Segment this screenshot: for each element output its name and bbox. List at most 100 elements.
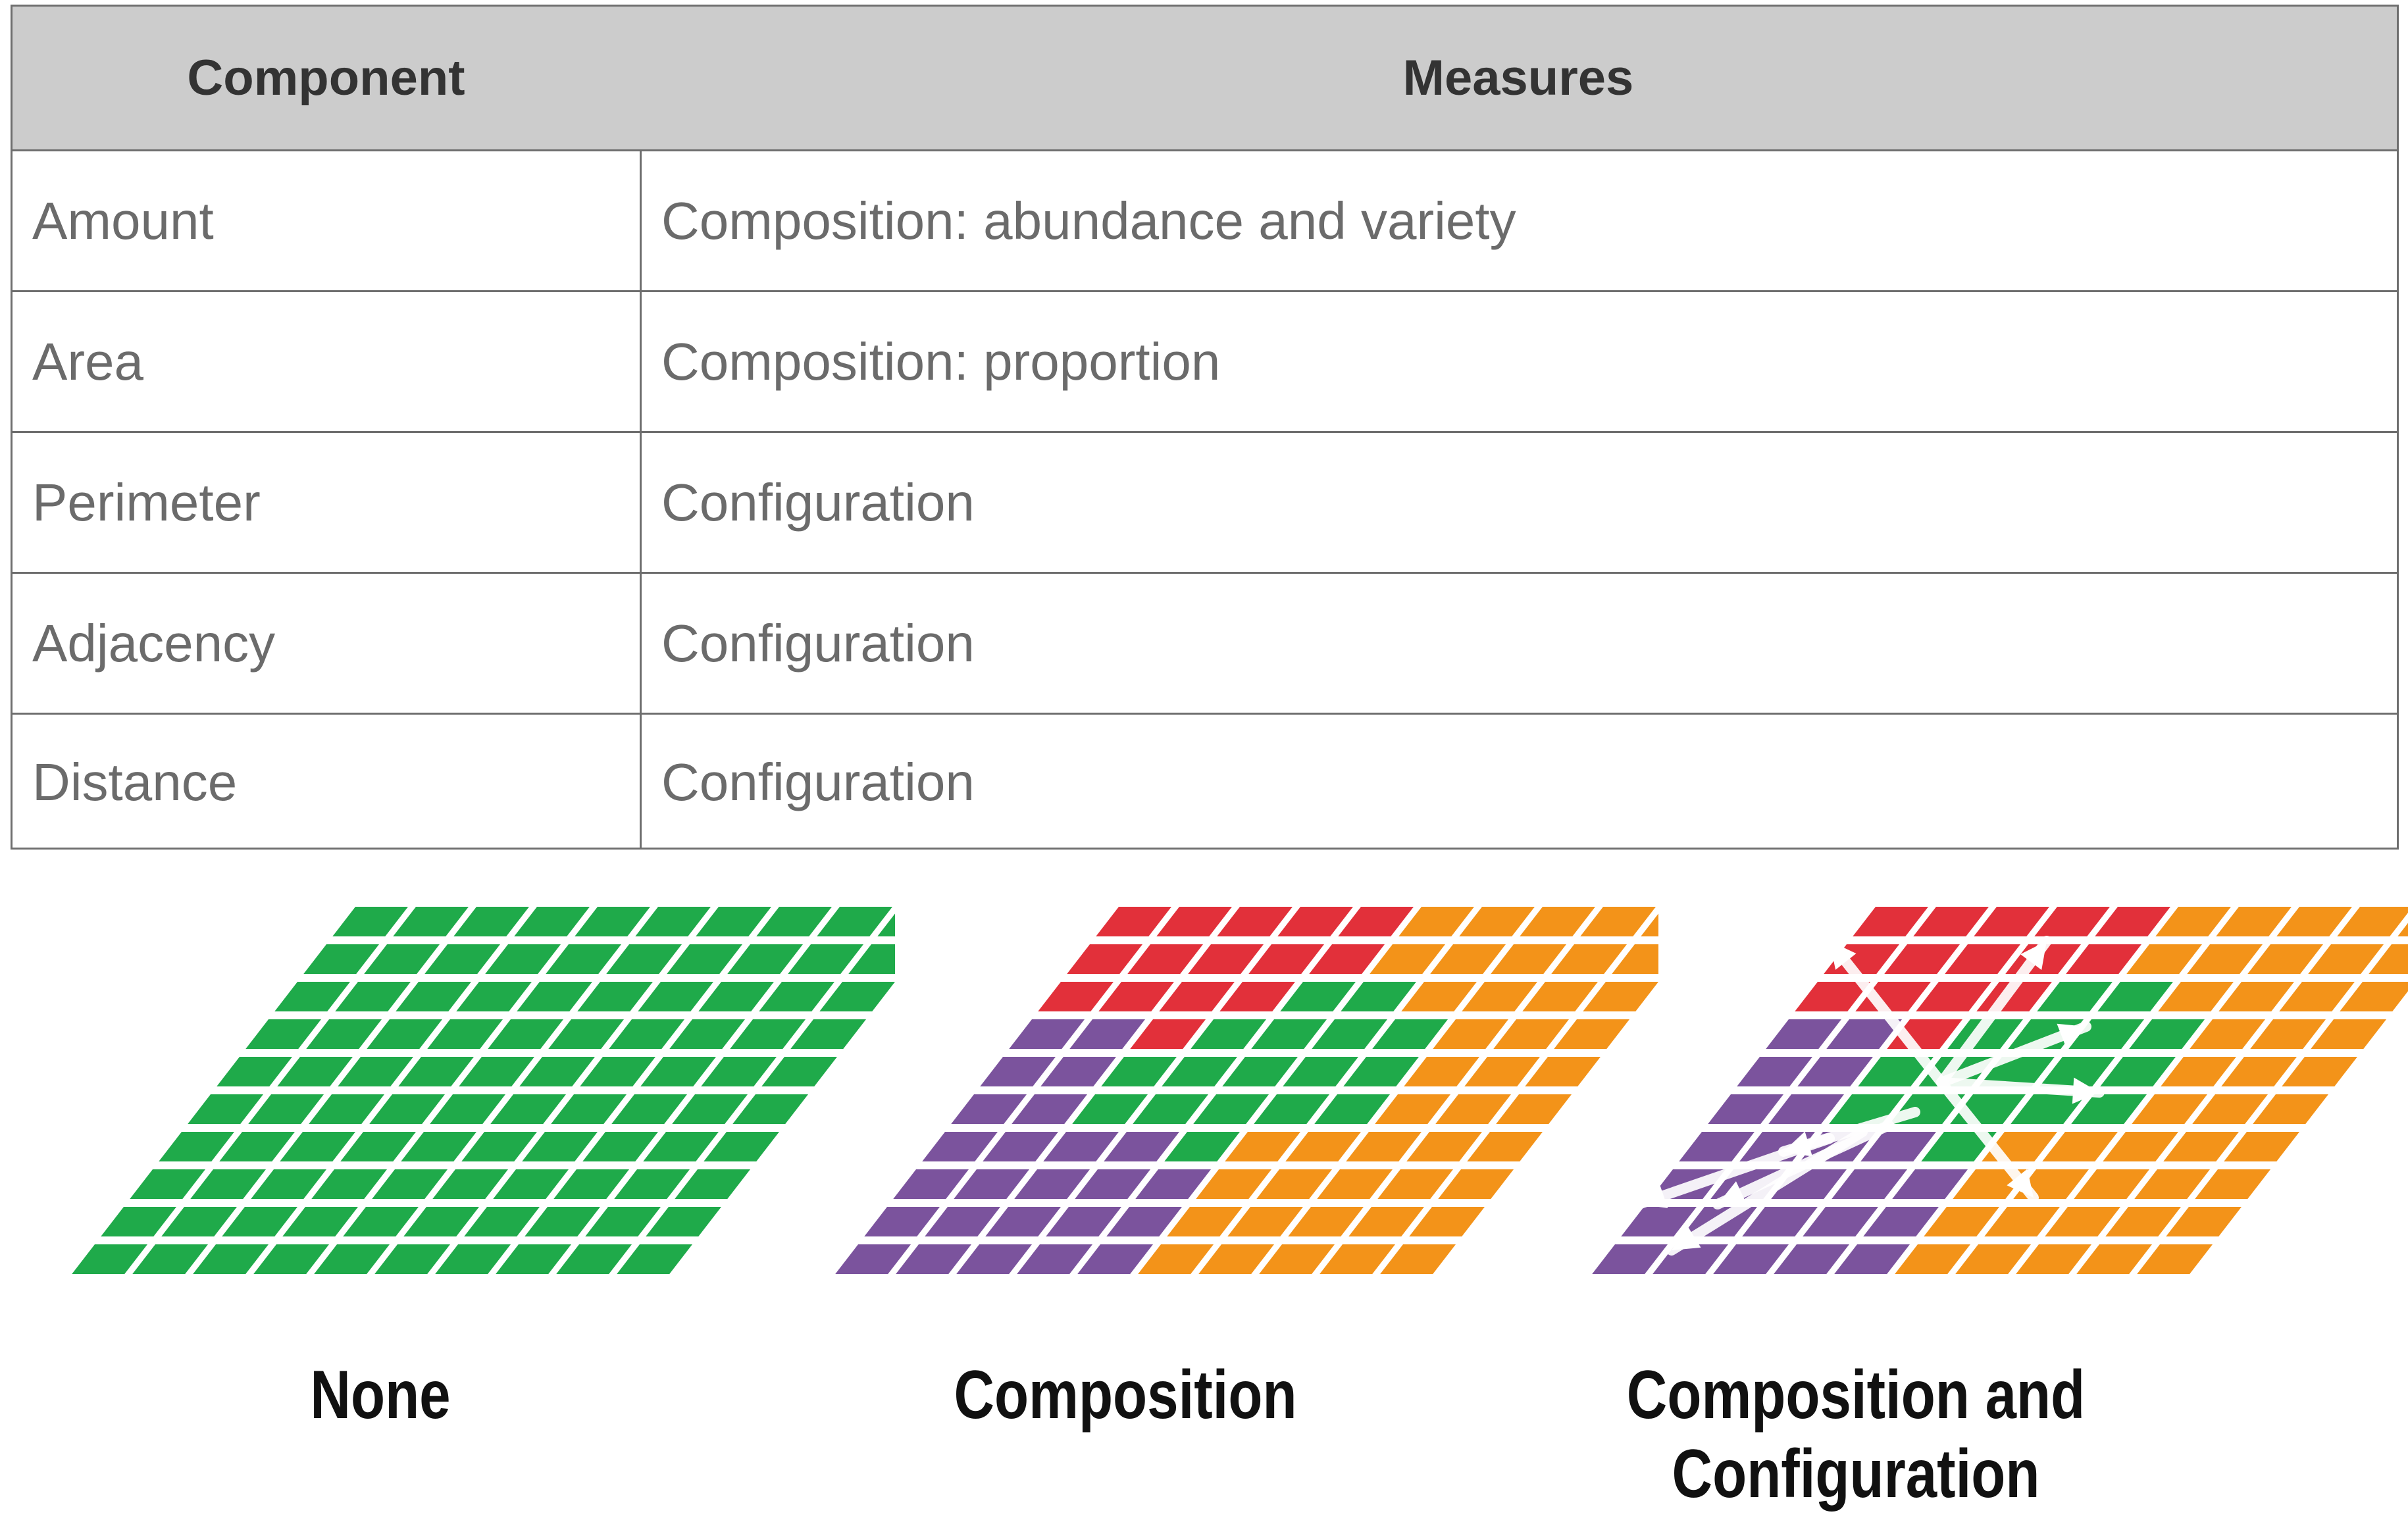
green-cell (338, 1057, 413, 1086)
patch-cell (1491, 944, 1566, 974)
patch-cell (1227, 1207, 1303, 1236)
patch-cell (1858, 1057, 1934, 1086)
component-cell: Distance (32, 752, 238, 811)
patch-cell (1277, 907, 1353, 936)
green-cell (525, 1207, 600, 1236)
green-cell (698, 982, 774, 1011)
green-cell (274, 982, 350, 1011)
green-cell (130, 1169, 205, 1199)
table-row: Perimeter Configuration (13, 431, 2397, 572)
table-row: Amount Composition: abundance and variet… (13, 149, 2397, 290)
green-cell (306, 1019, 382, 1049)
patch-cell (2095, 907, 2170, 936)
green-cell (456, 982, 532, 1011)
caption-none: None (310, 1357, 451, 1433)
patch-cell (2276, 907, 2352, 936)
green-cell (732, 1094, 808, 1124)
patch-cell (1520, 907, 1595, 936)
patch-cell (1075, 1169, 1150, 1199)
green-cell (496, 1244, 571, 1274)
patch-cell (2216, 907, 2292, 936)
green-cell (222, 1207, 297, 1236)
patch-cell (1984, 1207, 2060, 1236)
green-cell (340, 1132, 416, 1161)
patch-cell (1380, 1244, 1456, 1274)
arrow-line (1936, 1077, 2105, 1098)
patch-cell (1924, 1207, 1999, 1236)
patch-cell (1884, 944, 1960, 974)
patch-cell (1713, 1244, 1789, 1274)
grid-composition (835, 907, 1658, 1274)
green-cell (161, 1207, 237, 1236)
arrow-head (2072, 1077, 2099, 1104)
patch-cell (1040, 1057, 1116, 1086)
green-cell (546, 944, 621, 974)
green-cell (248, 1094, 324, 1124)
patch-cell (1372, 1019, 1448, 1049)
patch-cell (1104, 1132, 1179, 1161)
green-cell (374, 1244, 450, 1274)
patch-cell (1863, 1207, 1939, 1236)
arrow-line (1824, 936, 1947, 1088)
patch-cell (1280, 982, 1356, 1011)
green-cell (488, 1019, 563, 1049)
arrow-head (1672, 1225, 1701, 1250)
caption-configuration: Configuration (1672, 1436, 2040, 1512)
green-cell (556, 1244, 632, 1274)
green-cell (132, 1244, 208, 1274)
patch-cell (1130, 1019, 1206, 1049)
green-cell (453, 907, 529, 936)
patch-cell (2253, 1094, 2328, 1124)
green-cell (369, 1094, 445, 1124)
green-cell (617, 1244, 692, 1274)
green-cell (461, 1132, 537, 1161)
table-row: Area Composition: proportion (13, 290, 2397, 431)
patch-cell (1406, 1132, 1482, 1161)
patch-cell (1193, 1094, 1269, 1124)
measures-cell: Configuration (640, 574, 2397, 713)
patch-cell (1317, 1169, 1393, 1199)
green-cell (464, 1207, 540, 1236)
patch-cell (1135, 1169, 1211, 1199)
patch-cell (1225, 1132, 1300, 1161)
green-cell (403, 1207, 479, 1236)
patch-cell (1774, 1244, 1849, 1274)
green-cell (551, 1094, 627, 1124)
patch-cell (2337, 907, 2408, 936)
patch-cell (1285, 1132, 1361, 1161)
green-cell (251, 1169, 326, 1199)
green-cell (396, 982, 471, 1011)
green-cell (519, 1057, 595, 1086)
patch-cell (2155, 907, 2231, 936)
green-cell (314, 1244, 390, 1274)
patch-cell (1012, 1094, 1087, 1124)
patch-cell (1375, 1094, 1450, 1124)
green-cell (672, 1094, 748, 1124)
green-cell (817, 907, 892, 936)
patch-cell (1916, 982, 1991, 1011)
patch-cell (1921, 1132, 1997, 1161)
patch-cell (1592, 1244, 1668, 1274)
patch-cell (2016, 1244, 2091, 1274)
green-cell (430, 1094, 505, 1124)
green-cell (819, 982, 895, 1011)
patch-cell (1768, 1094, 1844, 1124)
green-cell (432, 1169, 508, 1199)
green-cell (219, 1132, 295, 1161)
patch-cell (1046, 1207, 1121, 1236)
arrow-head (2007, 1169, 2034, 1198)
green-cell (548, 1019, 624, 1049)
patch-cell (2163, 1132, 2239, 1161)
green-cell (553, 1169, 629, 1199)
patch-cell (2132, 1094, 2207, 1124)
green-cell (190, 1169, 266, 1199)
green-cell (788, 944, 863, 974)
patch-cell (1138, 1244, 1214, 1274)
green-cell (493, 1169, 569, 1199)
patch-cell (1101, 1057, 1177, 1086)
green-cell (398, 1057, 474, 1086)
patch-cell (1409, 1207, 1485, 1236)
green-cell (343, 1207, 419, 1236)
patch-cell (983, 1132, 1058, 1161)
patch-cell (1834, 1244, 1910, 1274)
